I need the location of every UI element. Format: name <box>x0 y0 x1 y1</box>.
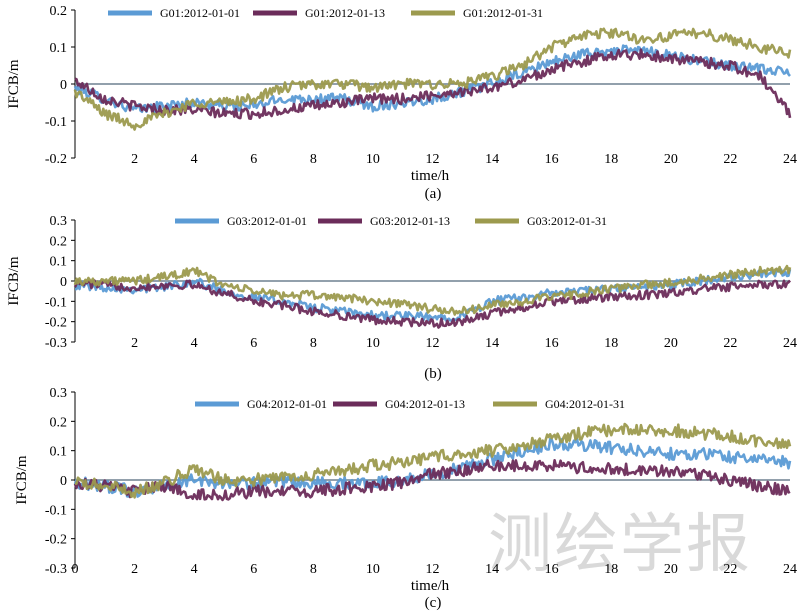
series-line-2 <box>73 278 791 329</box>
legend-label: G01:2012-01-31 <box>463 6 543 20</box>
series-line-3 <box>74 422 792 499</box>
y-tick-label: 0 <box>60 78 67 93</box>
y-tick-label: -0.2 <box>45 152 67 167</box>
x-tick-label: 6 <box>250 152 257 167</box>
x-tick-label: 0 <box>72 562 79 577</box>
x-tick-label: 24 <box>783 152 797 167</box>
series-line-1 <box>75 268 792 322</box>
x-tick-label: 20 <box>664 336 678 351</box>
chart-panel-1: 0.20.10-0.1-0.2 2 4 6 8 10 12 14 16 18 20 22 24IFCB/… <box>6 4 797 202</box>
x-tick-label: 18 <box>604 336 618 351</box>
y-tick-label: -0.3 <box>45 336 67 351</box>
x-tick-label: 22 <box>723 336 737 351</box>
y-tick-label: 0.3 <box>50 386 68 401</box>
x-tick-label: 14 <box>485 336 499 351</box>
x-tick-label: 4 <box>191 562 198 577</box>
series-line-2 <box>74 48 792 120</box>
y-tick-label: 0 <box>60 474 67 489</box>
y-tick-label: -0.1 <box>45 295 67 310</box>
x-tick-label: 4 <box>191 152 198 167</box>
x-tick-label: 16 <box>545 152 559 167</box>
x-tick-label: 2 <box>131 562 138 577</box>
x-tick-label: 6 <box>250 336 257 351</box>
x-tick-label: 14 <box>485 152 499 167</box>
y-tick-label: -0.2 <box>45 316 67 331</box>
x-tick-label: 10 <box>366 152 380 167</box>
x-tick-label: 16 <box>545 562 559 577</box>
x-tick-label: 20 <box>664 152 678 167</box>
y-tick-label: 0 <box>60 275 67 290</box>
x-axis-label: time/h <box>411 168 450 184</box>
chart-panels: 0.20.10-0.1-0.2 2 4 6 8 10 12 14 16 18 20 22 24IFCB/… <box>6 4 797 611</box>
x-tick-label: 12 <box>426 336 440 351</box>
y-axis-label: IFCB/m <box>14 455 30 505</box>
panel-label: (a) <box>425 186 442 202</box>
y-tick-label: 0.2 <box>50 415 68 430</box>
legend-label: G03:2012-01-31 <box>527 214 607 228</box>
legend-label: G03:2012-01-01 <box>227 214 307 228</box>
y-axis-label: IFCB/m <box>6 256 22 306</box>
chart-panel-2: 0.30.20.10-0.1-0.2-0.3 2 4 6 8 10 12 14 16 18 20 22… <box>6 214 797 382</box>
x-tick-label: 18 <box>604 152 618 167</box>
x-tick-label: 24 <box>783 336 797 351</box>
x-tick-label: 14 <box>485 562 499 577</box>
series-line-3 <box>73 264 792 316</box>
y-tick-label: -0.1 <box>45 503 67 518</box>
legend-label: G01:2012-01-13 <box>305 6 385 20</box>
x-tick-label: 18 <box>604 562 618 577</box>
x-tick-label: 8 <box>310 562 317 577</box>
x-tick-label: 6 <box>250 562 257 577</box>
panel-label: (c) <box>425 595 442 611</box>
legend-label: G04:2012-01-13 <box>385 397 465 411</box>
x-tick-label: 8 <box>310 152 317 167</box>
legend-label: G01:2012-01-01 <box>160 6 240 20</box>
y-tick-label: 0.1 <box>50 445 68 460</box>
y-tick-label: 0.2 <box>50 234 68 249</box>
watermark-text: 测绘学报 <box>488 508 752 582</box>
y-tick-label: -0.1 <box>45 115 67 130</box>
y-axis-label: IFCB/m <box>6 59 22 109</box>
series-line-1 <box>73 44 791 114</box>
legend-label: G04:2012-01-01 <box>247 397 327 411</box>
x-tick-label: 22 <box>723 562 737 577</box>
series-line-1 <box>73 437 792 498</box>
y-tick-label: 0.2 <box>50 4 68 19</box>
legend-label: G03:2012-01-13 <box>370 214 450 228</box>
x-tick-label: 22 <box>723 152 737 167</box>
x-tick-label: 4 <box>191 336 198 351</box>
series-line-3 <box>73 27 792 131</box>
x-axis-label: time/h <box>411 578 450 594</box>
y-tick-label: 0.1 <box>50 41 68 56</box>
x-tick-label: 20 <box>664 562 678 577</box>
x-tick-label: 10 <box>366 562 380 577</box>
x-tick-label: 10 <box>366 336 380 351</box>
y-tick-label: 0.1 <box>50 255 68 270</box>
series-line-2 <box>73 458 791 502</box>
y-tick-label: 0.3 <box>50 214 68 229</box>
chart-panel-3: 0.30.20.10-0.1-0.2-0.3 0 2 4 6 8 10 12 14 16 18 20 2… <box>14 386 797 611</box>
x-tick-label: 12 <box>426 152 440 167</box>
x-tick-label: 16 <box>545 336 559 351</box>
x-tick-label: 8 <box>310 336 317 351</box>
y-tick-label: -0.2 <box>45 533 67 548</box>
panel-label: (b) <box>424 366 442 382</box>
x-tick-label: 24 <box>783 562 797 577</box>
legend-label: G04:2012-01-31 <box>545 397 625 411</box>
x-tick-label: 2 <box>131 336 138 351</box>
x-tick-label: 2 <box>131 152 138 167</box>
y-tick-label: -0.3 <box>45 562 67 577</box>
x-tick-label: 12 <box>426 562 440 577</box>
